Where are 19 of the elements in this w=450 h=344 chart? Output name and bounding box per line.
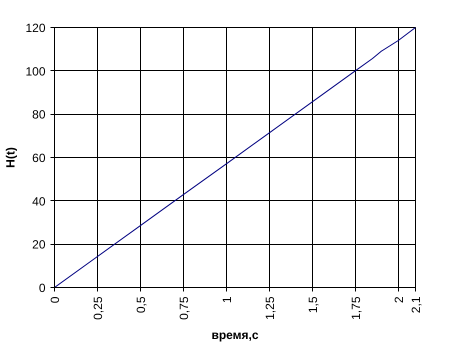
x-tick-label: 0,5: [134, 296, 148, 314]
x-tick-label: 1,5: [306, 296, 320, 314]
y-tick-label: 120: [25, 21, 46, 35]
y-tick-label: 100: [25, 64, 46, 78]
x-tick-label: 2: [392, 296, 406, 304]
x-tick-label: 0,25: [90, 296, 105, 320]
x-tick-label: 0: [48, 296, 62, 304]
x-tick-label: 1,75: [348, 296, 363, 320]
y-axis-title: H(t): [3, 147, 18, 168]
x-tick-label: 0,75: [176, 296, 191, 320]
y-tick-label: 80: [32, 108, 46, 122]
y-tick-label: 40: [32, 194, 46, 208]
y-tick-label: 60: [32, 151, 46, 165]
y-tick-label: 0: [38, 281, 46, 295]
x-tick-label: 2,1: [409, 296, 423, 314]
x-tick-label: 1,25: [262, 296, 277, 320]
y-tick-label: 20: [32, 238, 46, 252]
x-axis-title: время,с: [211, 328, 259, 342]
x-tick-label: 1: [220, 296, 234, 304]
